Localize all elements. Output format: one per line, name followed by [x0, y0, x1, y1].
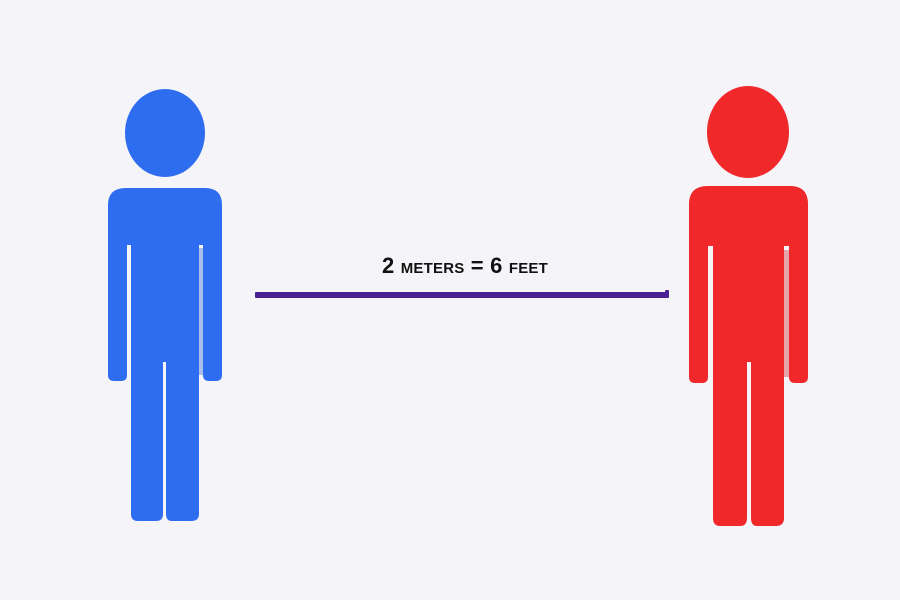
- distance-line-end: [665, 290, 669, 298]
- distance-line: [255, 292, 667, 298]
- distance-label: 2 meters = 6 feet: [381, 253, 548, 278]
